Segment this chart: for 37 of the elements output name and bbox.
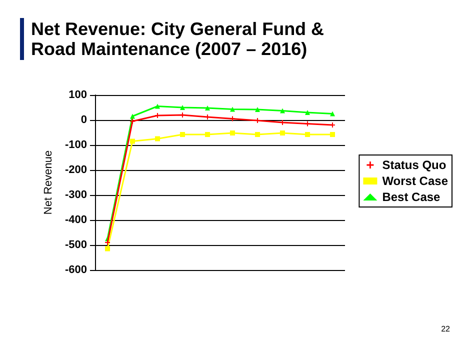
- legend-label: Best Case: [382, 190, 441, 204]
- point: [205, 132, 210, 137]
- y-axis-title: Net Revenue: [42, 150, 55, 215]
- y-tick-label: 100: [68, 89, 87, 101]
- point: [105, 246, 110, 252]
- point: [155, 104, 160, 109]
- y-tick-label: -600: [64, 264, 87, 276]
- point: [305, 110, 310, 115]
- y-tick-label: -400: [64, 214, 87, 226]
- y-tick-label: -300: [64, 189, 87, 201]
- chart-title: Net Revenue: City General Fund & Road Maintenance (2007 – 2016): [31, 19, 330, 59]
- y-tick-label: -500: [64, 239, 87, 251]
- point: [280, 108, 285, 114]
- point: [130, 118, 135, 124]
- point: [230, 106, 235, 112]
- point: [305, 132, 310, 137]
- point: [255, 132, 260, 137]
- point: [130, 138, 135, 144]
- point: [330, 132, 335, 137]
- text: 22: [441, 324, 451, 334]
- point: [180, 105, 185, 110]
- point: [230, 116, 235, 122]
- point: [255, 107, 260, 112]
- y-tick-label: 0: [80, 114, 87, 126]
- legend-label: Worst Case: [382, 174, 448, 188]
- point: [305, 121, 310, 126]
- legend-label: Status Quo: [382, 158, 446, 172]
- point: [155, 136, 160, 142]
- point: [180, 132, 185, 137]
- y-tick-label: -100: [64, 139, 87, 151]
- point: [130, 114, 135, 119]
- point: [205, 106, 210, 110]
- point: [105, 240, 110, 245]
- point: [330, 111, 335, 116]
- y-tick-label: -200: [64, 164, 87, 176]
- point: [280, 130, 285, 136]
- point: [230, 130, 235, 136]
